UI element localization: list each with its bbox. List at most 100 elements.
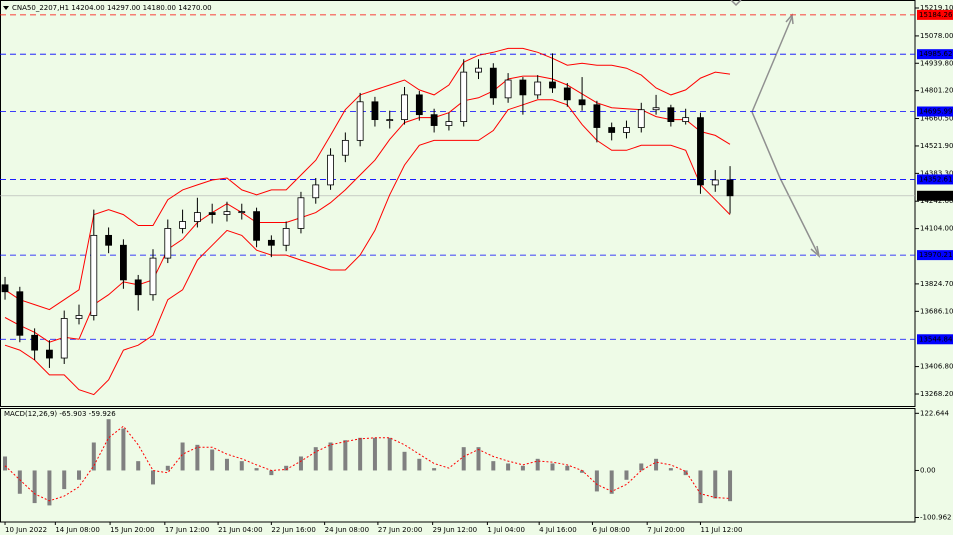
candle-body: [697, 117, 704, 186]
x-tick-label: 11 Jul 12:00: [700, 526, 742, 534]
macd-bar: [47, 470, 52, 506]
macd-frame: [0, 408, 916, 523]
macd-bar: [77, 470, 82, 480]
macd-bar: [254, 468, 259, 471]
y-tick-label: 122.644: [920, 409, 949, 417]
signal-value: -59.926: [89, 410, 117, 418]
candle-body: [445, 121, 453, 126]
candle-body: [282, 228, 290, 246]
level-label: 15184.26: [919, 11, 953, 19]
level-label-box: [917, 334, 953, 345]
arrow-head: [730, 0, 742, 7]
macd-bar: [698, 470, 703, 504]
macd-bar: [269, 470, 274, 476]
candle-body: [371, 101, 379, 121]
candle-body: [46, 349, 53, 359]
candle-body: [1, 284, 9, 293]
candle-body: [549, 81, 556, 89]
candle-body: [460, 71, 468, 122]
x-tick-label: 14 Jun 08:00: [55, 526, 99, 534]
y-tick-label: 15219.10: [920, 4, 953, 12]
candle-body: [430, 114, 438, 126]
candle-body: [563, 87, 571, 101]
macd-bar: [17, 470, 22, 494]
level-label: 14985.62: [919, 50, 952, 58]
candle-body: [578, 99, 586, 106]
macd-bar: [654, 458, 659, 471]
macd-bar: [402, 451, 407, 471]
level-label: 13970.21: [919, 251, 952, 259]
level-label-box: [917, 174, 953, 185]
y-tick-label: 14242.60: [920, 197, 953, 205]
candle-body: [312, 184, 320, 199]
candle-body: [623, 127, 630, 133]
macd-bar: [210, 449, 215, 471]
y-tick-label: 14801.20: [920, 87, 953, 95]
candle-body: [726, 179, 734, 197]
macd-bar: [180, 442, 185, 471]
macd-bar: [372, 437, 377, 471]
title-low: 14180.00: [143, 4, 176, 12]
y-tick-label: 14660.50: [920, 115, 953, 123]
candle-body: [105, 234, 113, 246]
macd-bar: [432, 468, 437, 471]
candle-body: [519, 79, 527, 96]
y-tick-label: 14939.80: [920, 59, 953, 67]
candle-body: [267, 239, 275, 246]
candle-body: [90, 234, 98, 316]
candle-body: [652, 107, 660, 111]
y-tick-label: 13268.20: [920, 390, 953, 398]
macd-bar: [313, 447, 318, 471]
macd-bar: [713, 470, 718, 499]
macd-bar: [550, 463, 555, 471]
macd-bar: [535, 458, 540, 471]
bollinger-band: [4, 99, 731, 396]
candle-body: [164, 228, 172, 259]
macd-bar: [121, 428, 126, 471]
macd-bar: [224, 458, 229, 471]
candle-body: [60, 318, 68, 359]
level-label-box: [917, 106, 953, 117]
macd-bar: [491, 461, 496, 471]
candle-body: [327, 154, 334, 186]
candle-body: [253, 211, 260, 241]
candle-body: [134, 279, 142, 296]
level-label: 14352.61: [919, 175, 952, 183]
candle-body: [297, 197, 305, 229]
macd-value: -65.903: [59, 410, 86, 418]
macd-bar: [91, 442, 96, 471]
candle-body: [386, 119, 394, 122]
x-tick-label: 15 Jun 20:00: [110, 526, 154, 534]
chart-title: CNA50_2207,H1 14204.00 14297.00 14180.00…: [12, 4, 212, 12]
x-tick-label: 6 Jul 08:00: [592, 526, 630, 534]
candle-body: [356, 101, 364, 141]
level-label-box: [917, 49, 953, 60]
macd-bar: [520, 465, 525, 471]
candle-body: [193, 212, 201, 222]
macd-bar: [506, 463, 511, 471]
y-tick-label: 14104.00: [920, 225, 953, 233]
macd-bar: [136, 461, 141, 471]
x-tick-label: 1 Jul 04:00: [487, 526, 525, 534]
macd-bar: [594, 470, 599, 492]
arrow-down: [751, 111, 819, 255]
y-tick-label: 14383.30: [920, 169, 953, 177]
y-tick-label: 13824.70: [920, 280, 953, 288]
macd-bar: [284, 465, 289, 471]
macd-bar: [358, 437, 363, 471]
macd-bar: [106, 419, 111, 471]
macd-bar: [298, 456, 303, 471]
title-high: 14297.00: [107, 4, 140, 12]
candle-body: [16, 291, 24, 336]
x-tick-label: 29 Jun 12:00: [433, 526, 477, 534]
candle-body: [711, 179, 719, 186]
candle-body: [31, 334, 39, 351]
current-price-label: 14270.00: [919, 192, 952, 200]
candle-body: [475, 67, 482, 73]
candle-body: [120, 244, 127, 281]
candle-body: [682, 117, 690, 122]
menu-icon: [3, 6, 9, 10]
macd-bar: [461, 447, 466, 471]
x-tick-label: 7 Jul 20:00: [647, 526, 685, 534]
